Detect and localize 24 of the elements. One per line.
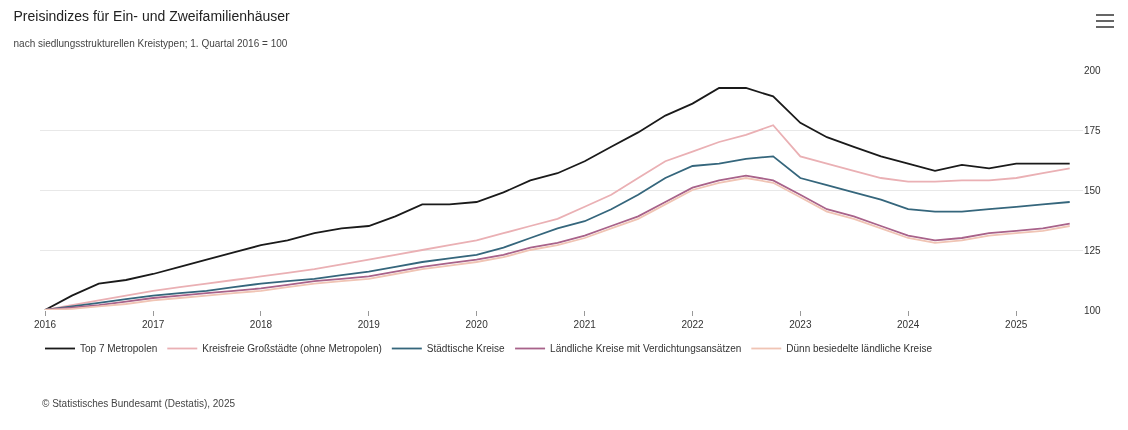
y-tick-label: 125 [1084, 244, 1102, 256]
x-tick-label: 2023 [789, 319, 812, 330]
text: © Statistisches Bundesamt (Destatis), 2025 [42, 398, 236, 409]
x-tick-label: 2021 [573, 319, 597, 330]
x-tick-label: 2016 [33, 319, 57, 330]
x-tick-label: 2024 [897, 319, 920, 330]
y-tick-label: 100 [1084, 304, 1102, 316]
legend-label: Städtische Kreise [426, 343, 506, 355]
line-series [44, 87, 1071, 310]
legend-label: Dünn besiedelte ländliche Kreise [786, 343, 933, 355]
x-tick-label: 2019 [357, 319, 381, 330]
chart-title: Preisindizes für Ein- und Zweifamilienhäuser [13, 7, 291, 24]
x-tick-label: 2022 [681, 319, 705, 330]
legend-label: Ländliche Kreise mit Verdichtungsansätzen [550, 343, 742, 355]
legend-label: Kreisfreie Großstädte (ohne Metropolen) [202, 343, 382, 355]
legend-label: Top 7 Metropolen [80, 343, 158, 355]
y-tick-label: 150 [1084, 184, 1102, 196]
chart-subtitle: nach siedlungsstrukturellen Kreistypen; 1. Quartal 2016 = 100 [13, 37, 288, 49]
y-tick-label: 175 [1084, 124, 1102, 136]
x-tick-label: 2020 [465, 319, 489, 330]
x-tick-label: 2025 [1005, 319, 1028, 330]
y-tick-label: 200 [1084, 64, 1102, 76]
x-tick-label: 2018 [249, 319, 273, 330]
x-tick-label: 2017 [142, 319, 165, 330]
